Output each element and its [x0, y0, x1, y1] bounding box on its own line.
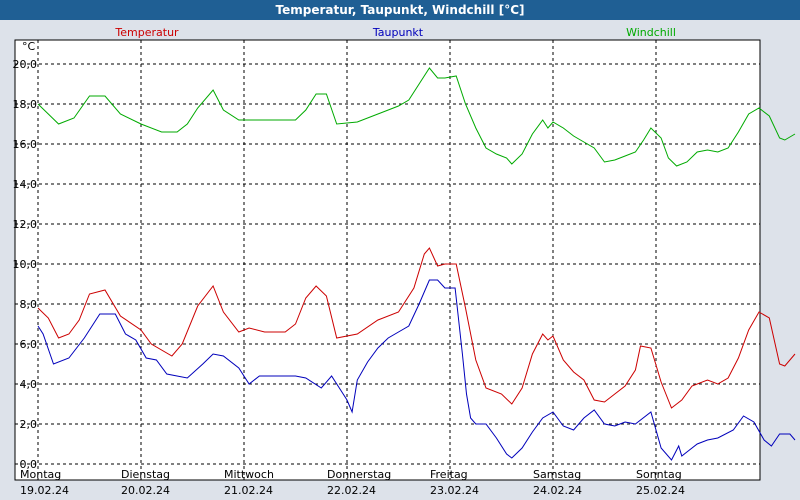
x-tick-date: 21.02.24: [224, 484, 273, 497]
legend-windchill: Windchill: [626, 26, 676, 39]
x-tick-day: Dienstag: [121, 468, 170, 481]
series-lines: [37, 67, 796, 461]
y-tick-label: 2,0: [20, 418, 38, 431]
x-axis-ticks: Montag 19.02.24 Dienstag 20.02.24 Mittwoch 21…: [20, 468, 685, 497]
y-tick-label: 0,0: [20, 458, 38, 471]
y-tick-label: 16,0: [13, 138, 38, 151]
y-tick-label: 8,0: [20, 298, 38, 311]
y-axis-ticks: 20,0 18,0 16,0 14,0 12,0 10,0 8,0 6,0 4,0 2,0 0,0: [13, 58, 38, 471]
legend: Temperatur Taupunkt Windchill: [114, 26, 676, 39]
y-tick-label: 4,0: [20, 378, 38, 391]
x-tick-date: 19.02.24: [20, 484, 69, 497]
x-tick-day: Sonntag: [636, 468, 682, 481]
legend-temperatur: Temperatur: [114, 26, 179, 39]
x-tick-date: 25.02.24: [636, 484, 685, 497]
plot-area: [14, 39, 761, 481]
series-line-temperatur: [37, 247, 796, 409]
x-tick-day: Samstag: [533, 468, 581, 481]
legend-taupunkt: Taupunkt: [372, 26, 424, 39]
x-tick-date: 23.02.24: [430, 484, 479, 497]
y-tick-label: 12,0: [13, 218, 38, 231]
y-tick-label: 14,0: [13, 178, 38, 191]
gridlines: [15, 40, 760, 480]
x-tick-date: 22.02.24: [327, 484, 376, 497]
series-line-taupunkt: [37, 279, 796, 461]
y-axis-label: °C: [22, 40, 36, 53]
x-tick-day: Freitag: [430, 468, 468, 481]
y-tick-label: 20,0: [13, 58, 38, 71]
chart-title: Temperatur, Taupunkt, Windchill [°C]: [0, 0, 800, 20]
x-tick-date: 24.02.24: [533, 484, 582, 497]
chart-canvas: 20,018,016,014,012,010,08,06,04,02,00,0 …: [13, 26, 796, 497]
x-tick-day: Montag: [20, 468, 61, 481]
x-tick-date: 20.02.24: [121, 484, 170, 497]
y-tick-label: 6,0: [20, 338, 38, 351]
x-tick-day: Mittwoch: [224, 468, 274, 481]
y-tick-label: 10,0: [13, 258, 38, 271]
series-line-windchill: [37, 67, 796, 167]
x-tick-day: Donnerstag: [327, 468, 391, 481]
y-tick-label: 18,0: [13, 98, 38, 111]
